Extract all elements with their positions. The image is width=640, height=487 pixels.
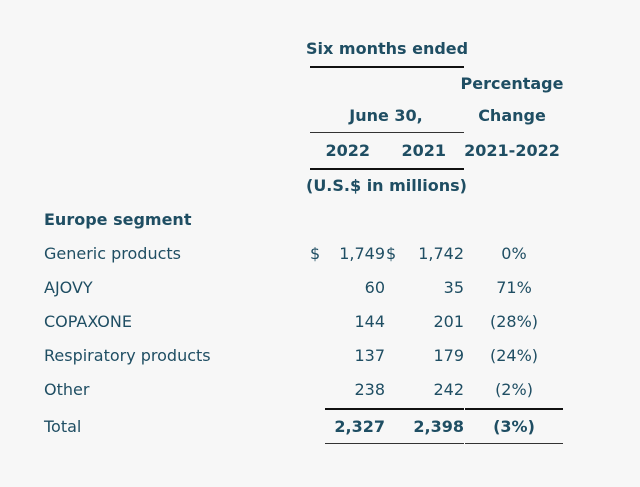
currency-symbol: $ bbox=[310, 244, 321, 263]
period-header: Six months ended bbox=[306, 39, 469, 58]
pct-change: (24%) bbox=[489, 346, 539, 365]
row-label: COPAXONE bbox=[44, 312, 132, 331]
value-2022: 238 bbox=[354, 380, 385, 399]
units-header: (U.S.$ in millions) bbox=[306, 176, 467, 195]
total-rule-bottom-pct bbox=[465, 443, 563, 444]
row-label: Other bbox=[44, 380, 90, 399]
value-2021: 201 bbox=[433, 312, 464, 331]
section-heading: Europe segment bbox=[44, 210, 192, 229]
pct-change: (2%) bbox=[495, 380, 533, 399]
total-2021: 2,398 bbox=[413, 417, 464, 436]
value-2022: 137 bbox=[354, 346, 385, 365]
row-label: AJOVY bbox=[44, 278, 93, 297]
row-label: Generic products bbox=[44, 244, 182, 263]
pct-range-header: 2021-2022 bbox=[464, 141, 560, 160]
value-2022: 144 bbox=[354, 312, 385, 331]
pct-header-line2: Change bbox=[478, 106, 546, 125]
pct-change: 71% bbox=[496, 278, 532, 297]
year-2022-header: 2022 bbox=[325, 141, 370, 160]
total-pct: (3%) bbox=[493, 417, 535, 436]
date-header: June 30, bbox=[349, 106, 423, 125]
value-2022: 60 bbox=[364, 278, 385, 297]
row-label: Respiratory products bbox=[44, 346, 211, 365]
header-rule bbox=[310, 66, 464, 68]
value-2021: 179 bbox=[433, 346, 464, 365]
pct-change: 0% bbox=[501, 244, 527, 263]
total-rule-bottom-values bbox=[325, 443, 464, 444]
total-label: Total bbox=[44, 417, 82, 436]
currency-symbol: $ bbox=[386, 244, 397, 263]
pct-change: (28%) bbox=[489, 312, 539, 331]
value-2022: 1,749 bbox=[339, 244, 385, 263]
date-rule bbox=[310, 132, 464, 133]
total-2022: 2,327 bbox=[334, 417, 385, 436]
pct-header-line1: Percentage bbox=[460, 74, 564, 93]
value-2021: 35 bbox=[443, 278, 464, 297]
year-2021-header: 2021 bbox=[401, 141, 446, 160]
value-2021: 242 bbox=[433, 380, 464, 399]
value-2021: 1,742 bbox=[418, 244, 464, 263]
total-rule-top-pct bbox=[465, 408, 563, 410]
year-rule bbox=[310, 168, 464, 170]
total-rule-top-values bbox=[325, 408, 464, 410]
